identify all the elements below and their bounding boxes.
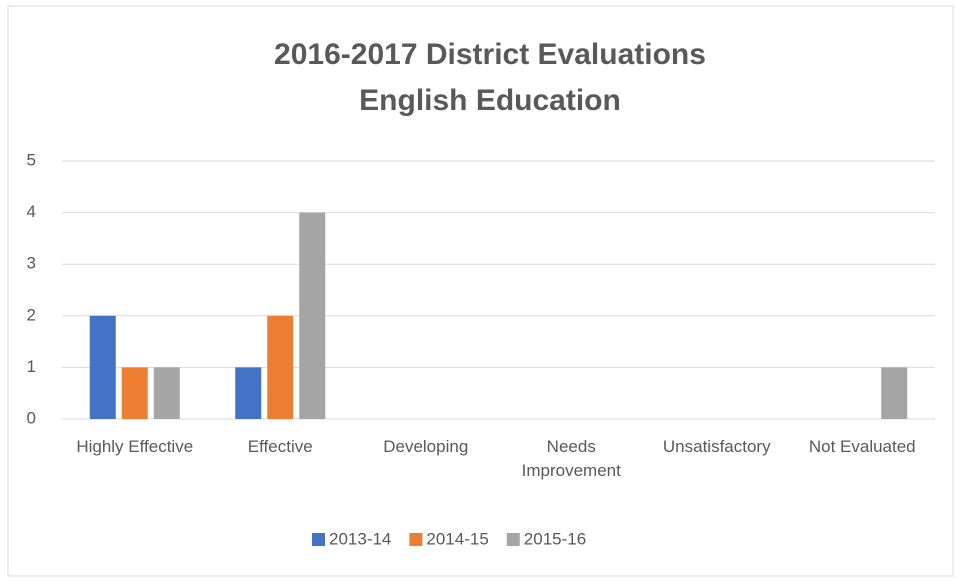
- bar: [299, 212, 326, 419]
- x-tick-label: Developing: [383, 437, 469, 456]
- legend-swatch: [409, 533, 423, 546]
- bar: [235, 367, 262, 419]
- legend-label: 2015-16: [524, 529, 586, 548]
- bar: [153, 367, 180, 419]
- bar: [881, 367, 908, 419]
- legend-swatch: [312, 533, 325, 546]
- bar: [267, 315, 294, 419]
- bar: [89, 315, 116, 419]
- x-tick-label: Not Evaluated: [808, 437, 916, 456]
- y-tick-label: 2: [27, 305, 36, 324]
- y-tick-label: 5: [27, 150, 36, 169]
- legend-label: 2014-15: [426, 529, 488, 548]
- y-tick-label: 0: [27, 408, 36, 427]
- y-tick-label: 4: [27, 202, 36, 221]
- legend-swatch: [506, 533, 520, 546]
- x-tick-label: Needs Improvement: [521, 437, 621, 480]
- y-tick-label: 1: [27, 357, 36, 376]
- x-tick-label: Unsatisfactory: [662, 437, 771, 456]
- bar: [121, 367, 148, 419]
- x-tick-label: Effective: [247, 437, 313, 456]
- chart-border: [7, 5, 954, 577]
- x-tick-label: Highly Effective: [76, 437, 194, 456]
- chart-title: English Education: [359, 84, 621, 117]
- y-tick-label: 3: [27, 254, 36, 273]
- legend-label: 2013-14: [329, 529, 391, 548]
- chart-title: 2016-2017 District Evaluations: [274, 38, 706, 71]
